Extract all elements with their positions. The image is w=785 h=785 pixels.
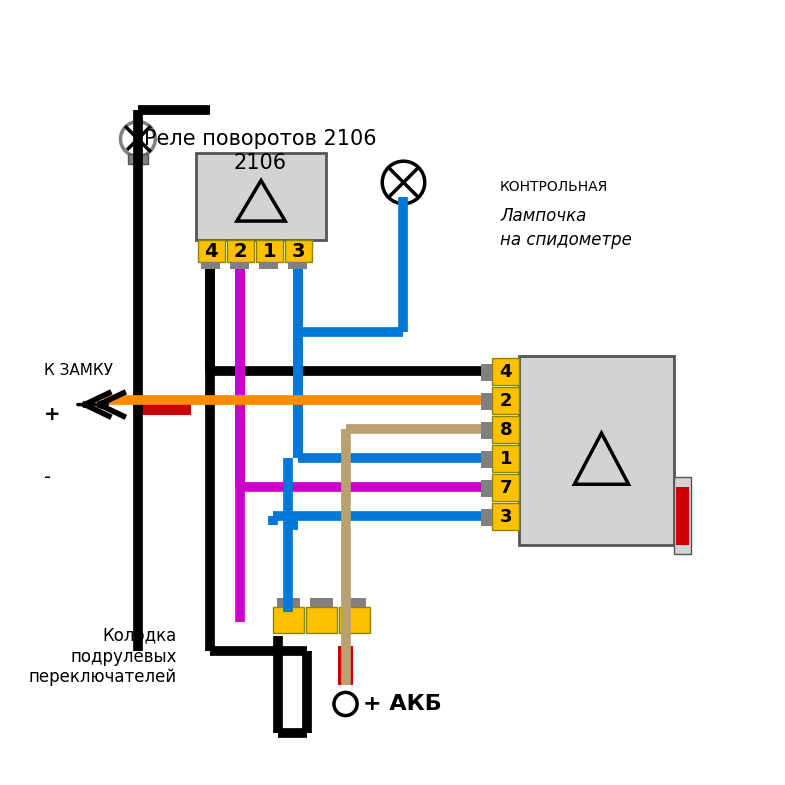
Text: 2: 2 (233, 242, 247, 261)
Text: +: + (44, 405, 60, 424)
Bar (492, 416, 520, 444)
Bar (339, 608, 370, 633)
Text: 8: 8 (499, 421, 512, 439)
Bar (258, 261, 278, 269)
Bar (277, 597, 300, 608)
Text: 7: 7 (499, 479, 512, 497)
Text: 3: 3 (499, 508, 512, 526)
Bar (138, 400, 191, 415)
Bar (342, 597, 366, 608)
Text: Лампочка: Лампочка (500, 207, 586, 225)
Text: 1: 1 (499, 450, 512, 468)
Text: 2: 2 (499, 392, 512, 410)
Bar (227, 240, 254, 261)
Bar (480, 451, 492, 469)
Bar (310, 597, 333, 608)
Bar (480, 364, 492, 382)
Bar (287, 261, 307, 269)
Bar (306, 608, 337, 633)
Bar (230, 261, 249, 269)
Bar (492, 358, 520, 385)
Bar (201, 261, 220, 269)
Bar (198, 240, 225, 261)
Bar (492, 445, 520, 473)
Bar (338, 646, 353, 685)
Bar (256, 240, 283, 261)
Text: Реле поворотов 2106: Реле поворотов 2106 (144, 129, 377, 149)
Bar (674, 477, 692, 554)
Bar (480, 480, 492, 497)
Bar (492, 474, 520, 501)
Bar (285, 240, 312, 261)
Bar (520, 356, 674, 545)
Text: + АКБ: + АКБ (363, 694, 442, 714)
Bar (480, 422, 492, 440)
Bar (480, 509, 492, 526)
Bar (195, 153, 327, 240)
Text: КОНТРОЛЬНАЯ: КОНТРОЛЬНАЯ (500, 181, 608, 194)
Text: 1: 1 (262, 242, 276, 261)
Bar (492, 387, 520, 414)
Text: Колодка
подрулевых
переключателей: Колодка подрулевых переключателей (28, 626, 177, 686)
Bar (676, 487, 689, 545)
Text: 4: 4 (204, 242, 218, 261)
Bar (480, 393, 492, 411)
Text: -: - (44, 468, 51, 487)
Bar (128, 155, 148, 164)
Text: 4: 4 (499, 363, 512, 381)
Text: на спидометре: на спидометре (500, 232, 632, 250)
Bar (273, 608, 304, 633)
Text: 3: 3 (291, 242, 305, 261)
Text: 2106: 2106 (234, 153, 287, 173)
Text: К ЗАМКУ: К ЗАМКУ (44, 363, 113, 378)
Bar (492, 503, 520, 530)
